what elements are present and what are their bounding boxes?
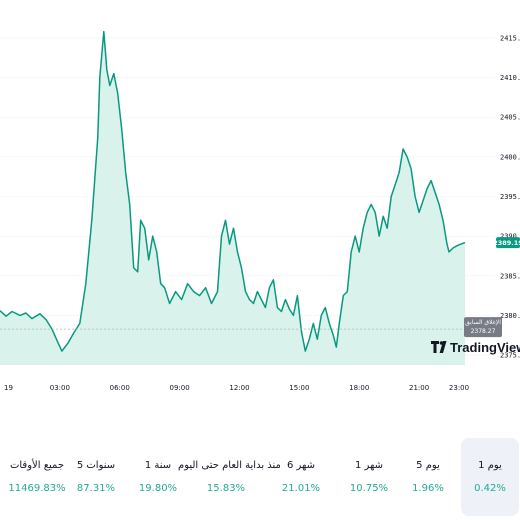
y-tick-label: 2390.00 [500,233,520,241]
tradingview-logo-icon [431,341,447,353]
period-tab-change: 15.83% [206,483,246,494]
period-tab-label: منذ بداية العام حتى اليوم [178,460,281,471]
x-axis: 19 03:00 06:00 09:00 12:00 15:00 18:00 21:00 23:… [4,384,469,392]
x-tick-label: 12:00 [229,384,249,392]
period-tab-label: 1 شهر [354,460,384,471]
period-tab-change: 21.01% [281,483,321,494]
period-tab-change: 19.80% [138,483,178,494]
period-tab-change: 10.75% [349,483,389,494]
y-tick-label: 2405.00 [500,114,520,122]
tradingview-logo-text: TradingView [450,340,520,355]
period-tab-label: 1 سنة [144,460,172,471]
period-tab-label: 5 يوم [416,460,440,471]
previous-close-label: الإغلاق السابق [465,319,501,326]
period-tab[interactable]: 1 شهر 10.75% [340,438,398,516]
period-tab[interactable]: جميع الأوقات 11469.83% [5,438,69,516]
x-tick-label: 06:00 [110,384,130,392]
x-tick-label: 15:00 [289,384,309,392]
period-tab[interactable]: 1 سنة 19.80% [129,438,187,516]
tradingview-logo: TradingView [431,340,520,355]
period-tab-label: جميع الأوقات [9,460,65,471]
x-tick-label: 18:00 [349,384,369,392]
y-axis: 2415.00 2410.00 2405.00 2400.00 2395.00 2390.… [500,34,520,359]
x-tick-label: 03:00 [50,384,70,392]
period-tab-label: 5 سنوات [76,460,116,471]
x-tick-label: 21:00 [409,384,429,392]
previous-close-marker: الإغلاق السابق 2378.27 [464,317,502,338]
period-tabs: 1 يوم 0.42% 5 يوم 1.96% 1 شهر 10.75% 6 شهر 21.0… [0,438,520,518]
x-tick-label: 23:00 [449,384,469,392]
period-tab-change: 11469.83% [8,483,66,494]
y-tick-label: 2380.00 [500,312,520,320]
price-chart[interactable]: 2415.00 2410.00 2405.00 2400.00 2395.00 2390.… [0,0,520,400]
price-series-line [0,30,466,352]
y-tick-label: 2415.00 [500,34,520,42]
x-tick-label: 19 [4,384,13,392]
previous-close-value: 2378.27 [471,328,496,335]
period-tab-change: 1.96% [412,483,444,494]
y-tick-label: 2410.00 [500,74,520,82]
period-tab-change: 0.42% [474,483,506,494]
y-tick-label: 2385.00 [500,272,520,280]
period-tab-change: 87.31% [76,483,116,494]
y-tick-label: 2375.00 [500,352,520,360]
period-tab[interactable]: 5 يوم 1.96% [399,438,457,516]
period-tab-label: 1 يوم [478,460,502,471]
y-tick-label: 2395.00 [500,193,520,201]
period-tab[interactable]: 1 يوم 0.42% [461,438,519,516]
last-price-label: 2389.19 [493,239,520,247]
period-tab[interactable]: 5 سنوات 87.31% [67,438,125,516]
x-tick-label: 09:00 [170,384,190,392]
period-tab[interactable]: منذ بداية العام حتى اليوم 15.83% [178,438,281,516]
y-tick-label: 2400.00 [500,153,520,161]
last-price-marker: 2389.19 [493,237,520,249]
period-tab[interactable]: 6 شهر 21.01% [272,438,330,516]
price-area-fill [0,31,465,365]
period-tab-label: 6 شهر [286,460,316,471]
